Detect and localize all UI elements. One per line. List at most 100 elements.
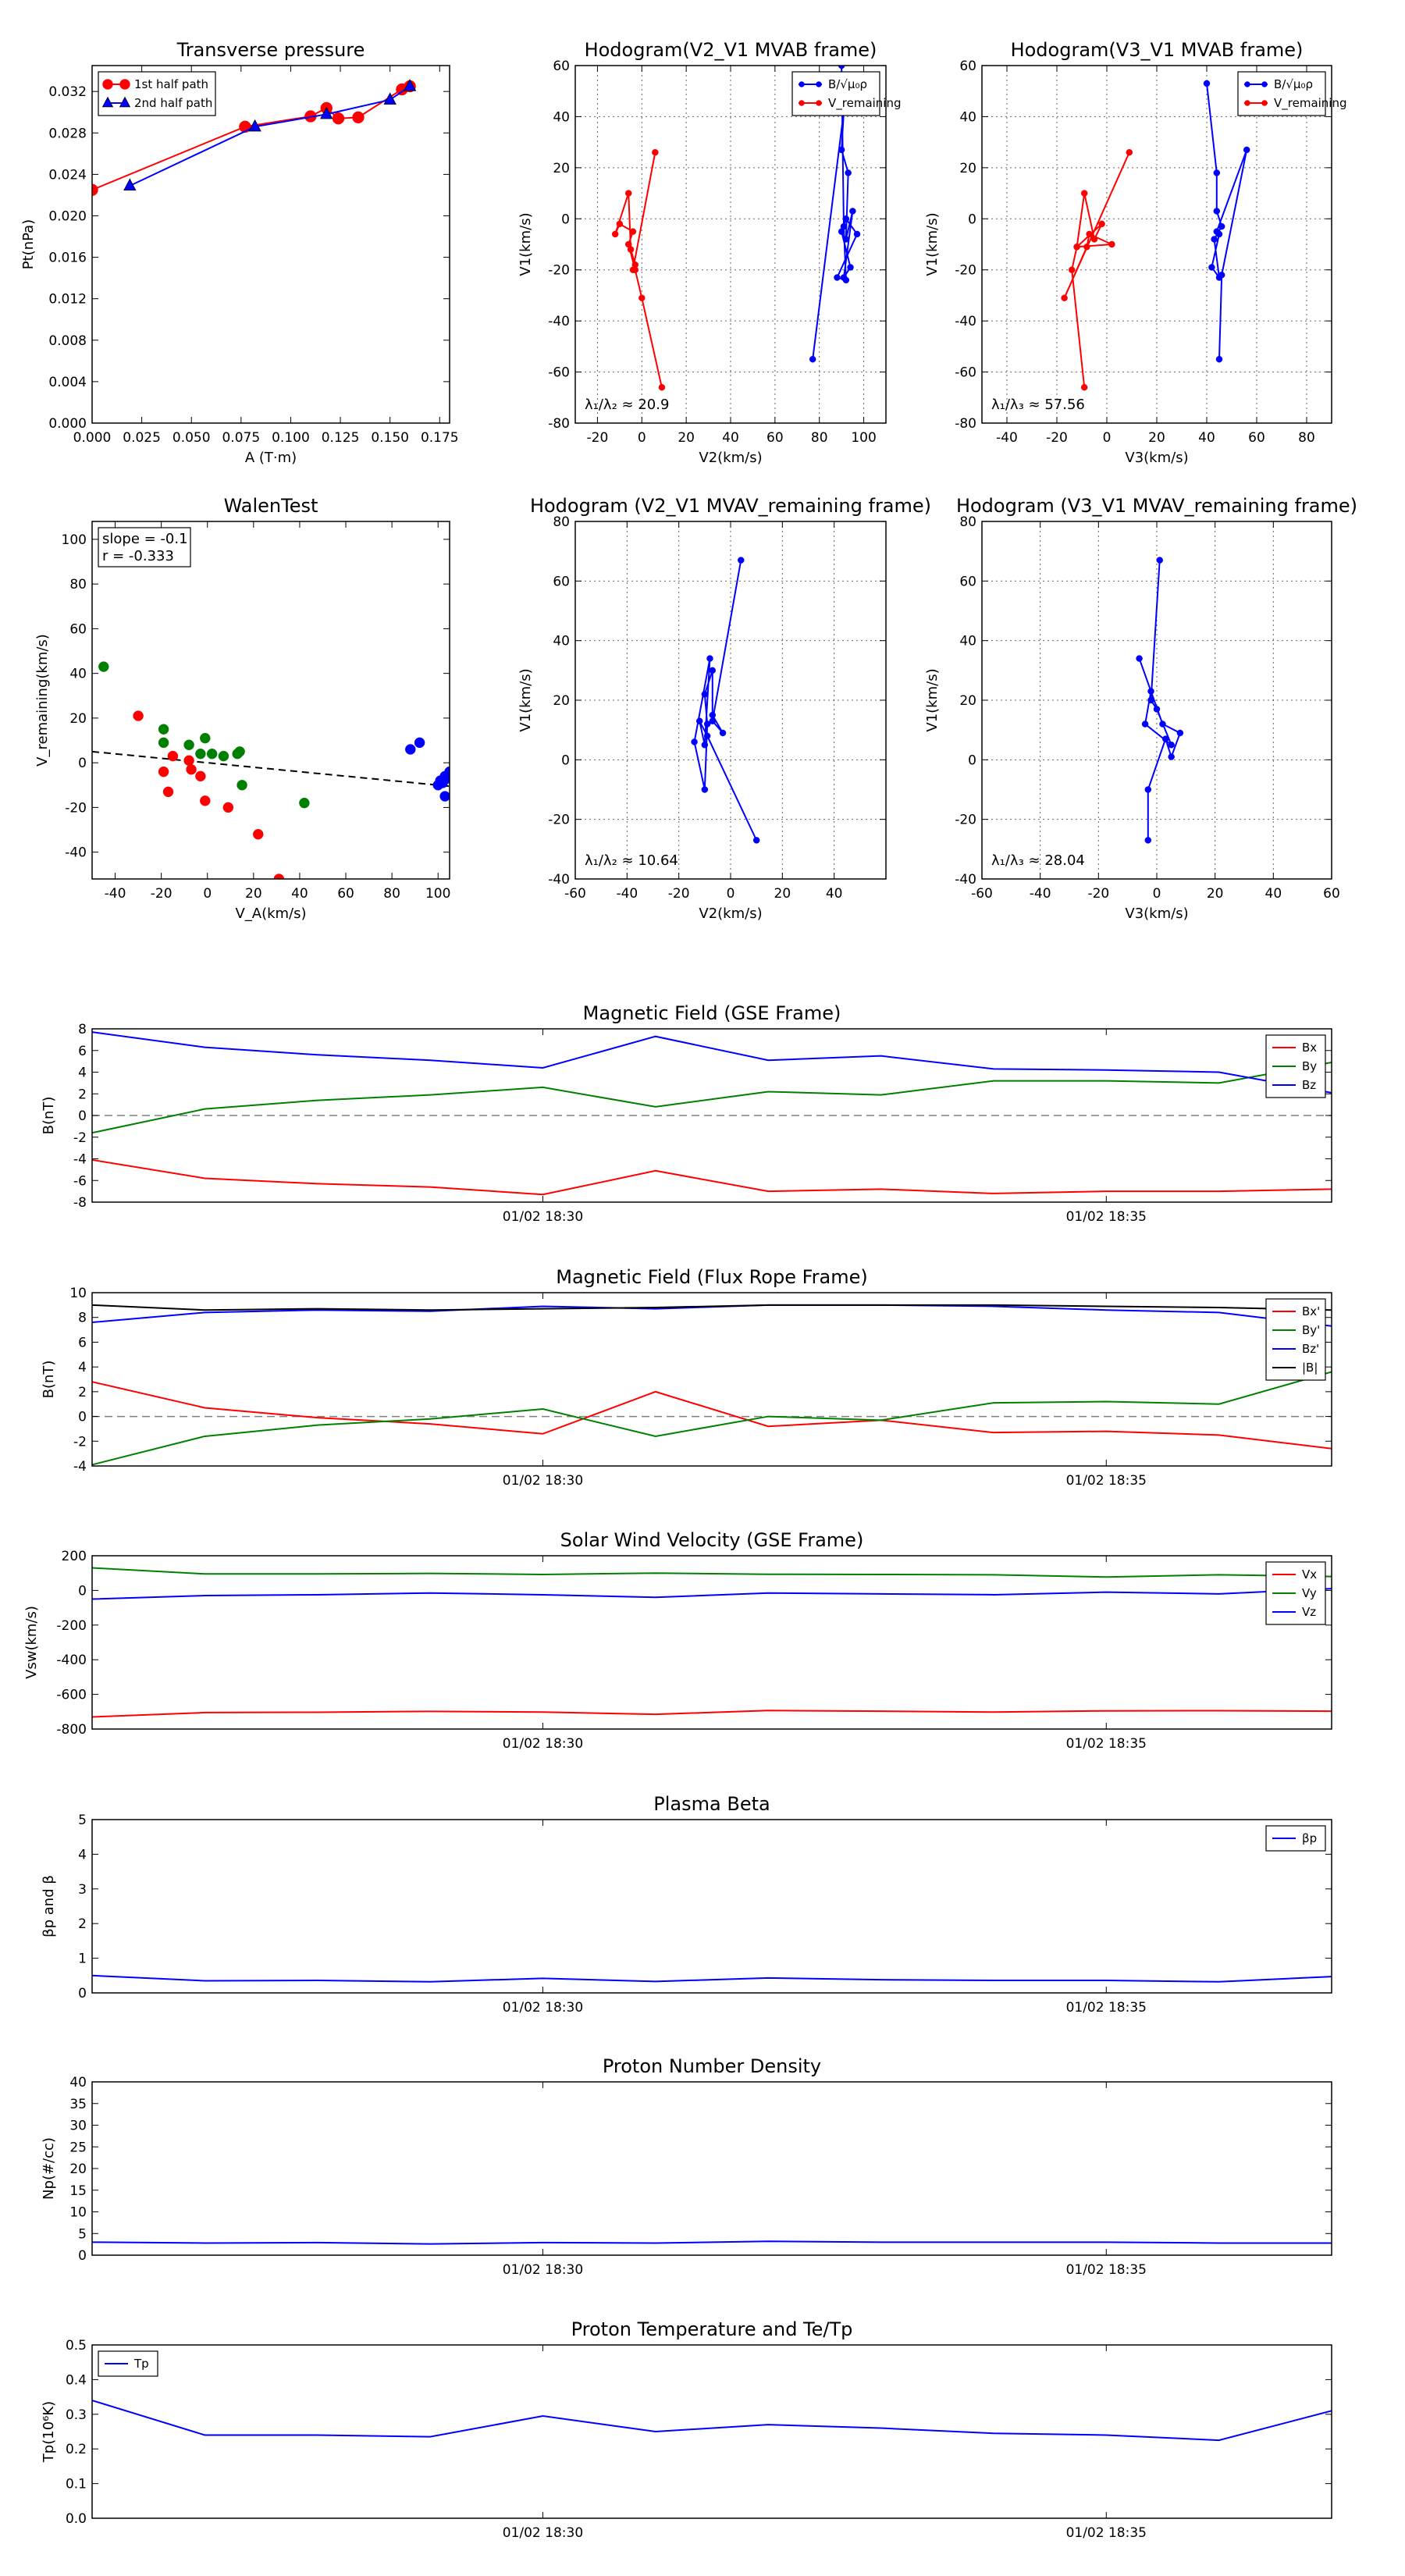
stats-text: slope = -0.1	[102, 531, 188, 547]
data-point	[1090, 236, 1098, 243]
x-tick-label: 60	[337, 886, 354, 902]
x-tick-label: 40	[826, 886, 843, 902]
data-point	[709, 717, 717, 724]
legend-marker	[799, 100, 805, 106]
plot-area	[1136, 557, 1184, 844]
eigenvalue-ratio-annotation: λ₁/λ₂ ≈ 20.9	[585, 397, 669, 413]
x-tick-label: -60	[971, 886, 993, 902]
legend-box	[791, 71, 880, 116]
y-tick-label: 80	[959, 514, 976, 530]
axes-frame	[91, 1555, 1332, 1730]
y-tick-label: -40	[548, 314, 570, 329]
y-tick-label: -800	[56, 1722, 87, 1738]
plot-area	[1061, 80, 1250, 391]
x-tick-label: -20	[151, 886, 173, 902]
data-point	[405, 744, 416, 755]
x-tick-label: 0.175	[421, 430, 459, 446]
legend-label: 1st half path	[134, 77, 208, 91]
y-tick-label: 0	[78, 756, 87, 771]
y-axis-label: Tp(10⁶K)	[41, 2401, 57, 2463]
data-point	[1218, 272, 1225, 279]
data-point	[200, 732, 211, 744]
legend-marker	[1261, 100, 1268, 106]
chart-h3: Hodogram (V2_V1 MVAV_remaining frame) -60…	[518, 495, 931, 922]
x-tick-label: -20	[587, 430, 609, 446]
x-tick-label: 01/02 18:35	[1066, 1473, 1147, 1489]
y-tick-label: 0.028	[48, 126, 87, 141]
data-point	[703, 732, 711, 740]
chart-title: WalenTest	[224, 495, 318, 517]
data-point	[842, 276, 850, 284]
legend-marker	[101, 96, 114, 108]
legend-label: Bx'	[1302, 1304, 1320, 1318]
series-line	[693, 560, 758, 841]
y-tick-label: -20	[955, 813, 976, 828]
data-point	[1108, 240, 1115, 248]
x-tick-label: 80	[811, 430, 828, 446]
x-axis-label: V3(km/s)	[1125, 450, 1188, 466]
y-tick-label: 0.3	[66, 2407, 87, 2423]
series-line	[1206, 83, 1248, 360]
y-tick-label: 60	[959, 574, 976, 589]
x-tick-label: -20	[1046, 430, 1068, 446]
y-tick-label: 0	[561, 212, 570, 227]
legend-marker	[102, 79, 113, 90]
chart-title: Hodogram (V2_V1 MVAV_remaining frame)	[530, 495, 931, 517]
y-tick-label: 0.016	[48, 251, 87, 266]
data-point	[195, 770, 206, 782]
data-point	[158, 766, 169, 777]
x-tick-label: 0.125	[322, 430, 360, 446]
y-tick-label: 0	[968, 753, 976, 768]
data-point	[695, 717, 703, 724]
y-tick-label: 6	[78, 1044, 87, 1059]
y-tick-label: -40	[955, 872, 976, 888]
data-point	[838, 146, 845, 154]
y-tick-label: 40	[959, 634, 976, 649]
x-tick-label: 80	[383, 886, 400, 902]
y-tick-label: 0	[78, 1410, 87, 1425]
data-point	[752, 837, 760, 844]
legend-label: 2nd half path	[134, 96, 212, 110]
y-tick-label: -20	[548, 263, 570, 279]
axes-frame	[574, 521, 887, 880]
x-tick-label: 20	[774, 886, 791, 902]
legend-marker	[1261, 81, 1268, 87]
data-point	[616, 220, 624, 228]
y-tick-label: 15	[69, 2183, 87, 2199]
legend-label: B/√μ₀ρ	[1274, 77, 1313, 91]
data-point	[706, 655, 713, 662]
series-line	[92, 1710, 1332, 1718]
y-tick-label: 0	[561, 753, 570, 768]
x-tick-label: 0.025	[123, 430, 161, 446]
data-point	[1061, 294, 1068, 301]
y-tick-label: 8	[78, 1311, 87, 1326]
chart-bfr: Magnetic Field (Flux Rope Frame) 01/02 18…	[41, 1266, 1332, 1489]
x-tick-label: 20	[1148, 430, 1165, 446]
y-tick-label: 40	[553, 109, 570, 125]
data-point	[1218, 222, 1225, 230]
data-point	[738, 557, 745, 564]
legend-box	[1265, 1298, 1326, 1381]
y-tick-label: 0.4	[66, 2372, 87, 2388]
y-tick-label: 40	[69, 667, 87, 682]
data-point	[234, 746, 245, 757]
eigenvalue-ratio-annotation: λ₁/λ₃ ≈ 28.04	[991, 852, 1085, 869]
series-line	[92, 1031, 1332, 1094]
y-tick-label: 80	[69, 577, 87, 592]
series-line	[92, 2400, 1332, 2442]
data-point	[167, 750, 179, 762]
chart-h4: Hodogram (V3_V1 MVAV_remaining frame) -60…	[924, 495, 1357, 922]
axes-frame	[91, 2081, 1332, 2256]
data-point	[1144, 786, 1152, 793]
plot-area	[92, 2240, 1332, 2245]
x-tick-label: 0	[1153, 886, 1161, 902]
plot-area	[92, 2400, 1332, 2442]
series-line	[92, 1062, 1332, 1134]
plot-area	[92, 1304, 1332, 1466]
chart-title: Hodogram (V3_V1 MVAV_remaining frame)	[956, 495, 1357, 517]
legend-marker	[119, 79, 130, 90]
y-axis-label: B(nT)	[41, 1097, 57, 1135]
data-point	[1086, 230, 1093, 238]
data-point	[1211, 236, 1218, 243]
